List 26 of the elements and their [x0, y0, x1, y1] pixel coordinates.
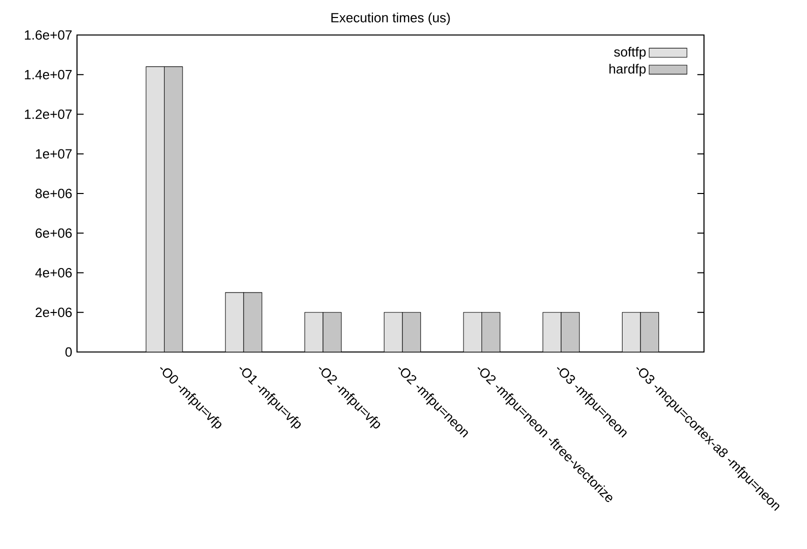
y-tick-label: 1.4e+07 — [24, 70, 72, 80]
y-tick-label: 4e+06 — [35, 268, 72, 278]
bar — [542, 312, 562, 352]
bar — [225, 292, 244, 352]
legend-label: softfp — [614, 46, 646, 60]
bar — [146, 66, 165, 352]
bar — [164, 66, 183, 352]
bar — [560, 312, 580, 352]
bar — [463, 312, 482, 352]
y-tick-label: 2e+06 — [36, 308, 72, 318]
y-tick-label: 8e+06 — [36, 188, 72, 198]
y-tick-label: 6e+06 — [36, 228, 72, 238]
chart-title: Execution times (us) — [331, 12, 450, 25]
bar — [402, 312, 421, 352]
y-tick-label: 1e+07 — [36, 149, 72, 159]
bar — [622, 312, 641, 352]
bar — [304, 312, 324, 352]
bar — [640, 312, 660, 352]
y-tick-label: 1.6e+07 — [24, 30, 72, 40]
bar — [243, 292, 262, 352]
y-tick-label: 1.2e+07 — [24, 110, 72, 119]
legend-label: hardfp — [609, 64, 646, 76]
bar — [482, 312, 500, 352]
bar — [384, 312, 403, 352]
y-tick-label: 0 — [65, 347, 72, 357]
bar — [322, 312, 342, 352]
